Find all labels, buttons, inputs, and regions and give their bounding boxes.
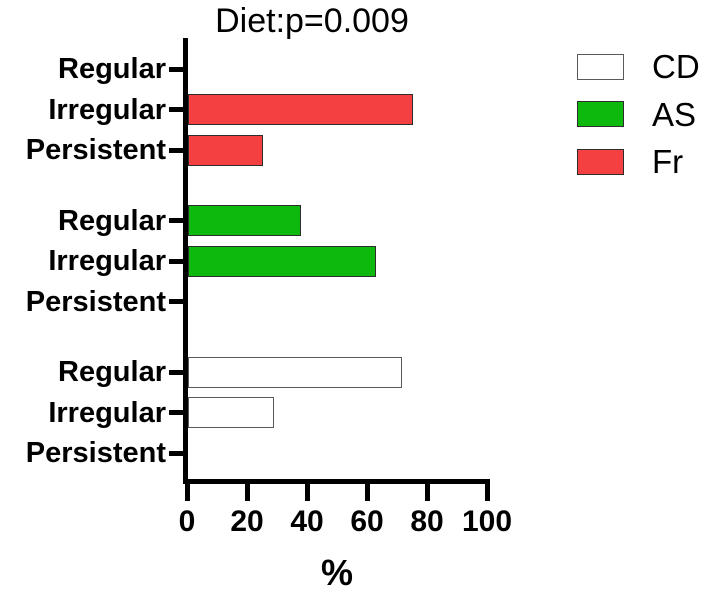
x-tick	[244, 484, 250, 501]
bar-as-irregular	[188, 245, 376, 277]
y-tick	[169, 369, 184, 375]
x-tick-label: 20	[230, 505, 264, 538]
y-tick	[169, 66, 184, 72]
category-label: Persistent	[25, 134, 166, 166]
x-tick	[184, 484, 190, 501]
category-label: Irregular	[48, 93, 166, 126]
legend-swatch-as	[577, 101, 624, 127]
x-axis-title: %	[320, 552, 353, 593]
x-tick-label: 100	[461, 505, 513, 538]
x-tick	[484, 484, 490, 501]
y-tick	[169, 450, 184, 456]
category-label: Irregular	[48, 245, 166, 277]
x-tick-label: 60	[350, 505, 384, 538]
y-tick	[169, 258, 184, 264]
x-tick-label: 80	[410, 505, 444, 538]
legend-label: AS	[652, 95, 697, 133]
bar-fr-persistent	[188, 134, 263, 166]
y-tick	[169, 107, 184, 112]
category-label: Regular	[58, 53, 166, 85]
legend-swatch-fr	[577, 148, 624, 175]
category-label: Persistent	[25, 285, 166, 318]
legend-item-cd: CD	[577, 48, 700, 85]
x-tick-label: 0	[178, 505, 196, 538]
chart-title: Diet:p=0.009	[215, 2, 409, 40]
legend-label: CD	[652, 48, 700, 85]
y-tick	[169, 147, 184, 153]
category-label: Regular	[58, 204, 166, 237]
y-axis-line	[183, 38, 188, 484]
x-tick	[364, 484, 370, 501]
category-label: Persistent	[25, 437, 166, 469]
x-tick-label: 40	[290, 505, 324, 538]
x-tick	[304, 484, 310, 501]
y-tick	[169, 299, 184, 304]
bar-cd-regular	[188, 356, 402, 388]
legend-swatch-cd	[577, 53, 624, 80]
category-label: Irregular	[48, 396, 166, 429]
y-tick	[169, 218, 184, 223]
bar-cd-irregular	[188, 397, 274, 428]
y-tick	[169, 410, 184, 415]
category-label: Regular	[58, 356, 166, 388]
legend-item-fr: Fr	[577, 143, 684, 180]
legend-item-as: AS	[577, 95, 697, 133]
bar-fr-irregular	[188, 94, 413, 125]
x-axis-line	[183, 479, 490, 484]
bar-as-regular	[188, 205, 301, 236]
legend-label: Fr	[652, 143, 684, 180]
x-tick	[424, 484, 430, 501]
